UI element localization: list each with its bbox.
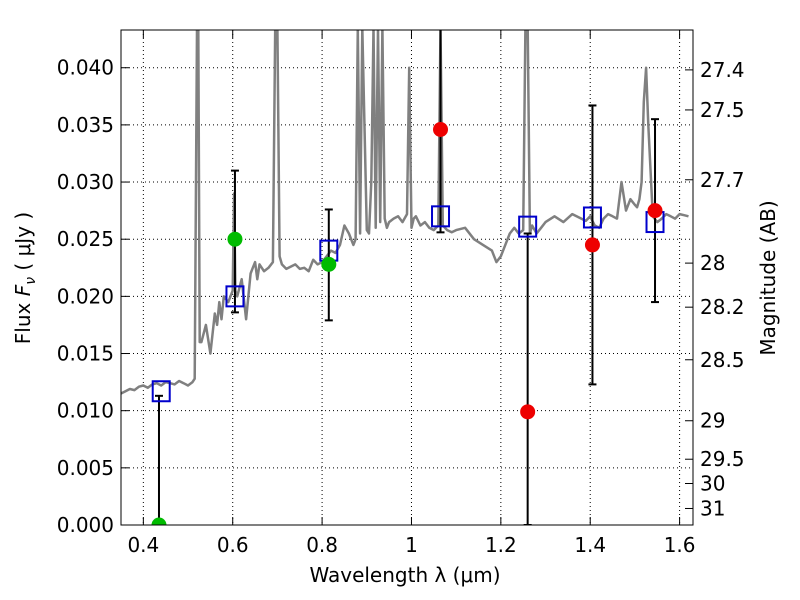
x-tick-label: 0.6 xyxy=(217,533,249,557)
magnitude-tick-label: 30 xyxy=(700,471,725,495)
magnitude-tick-label: 27.7 xyxy=(700,168,745,192)
observed-point-red xyxy=(520,404,536,420)
observed-photometry-points xyxy=(151,121,663,525)
y-tick-label: 0.035 xyxy=(57,113,114,137)
observed-point-green xyxy=(321,256,337,272)
x-tick-label: 1 xyxy=(405,533,418,557)
observed-point-red xyxy=(433,121,449,137)
x-tick-label: 1.6 xyxy=(664,533,696,557)
observed-point-red xyxy=(647,203,663,219)
model-flux-square xyxy=(225,285,245,308)
y-tick-label: 0.015 xyxy=(57,342,114,366)
y-tick-label: 0.020 xyxy=(57,284,114,308)
x-axis-ticks: 0.4 0.6 0.8 1 1.2 1.4 1.6 xyxy=(127,30,696,557)
magnitude-tick-label: 27.5 xyxy=(700,98,745,122)
y-axis-ticks: 0.000 0.005 0.010 0.015 0.020 0.025 0.030 0.035… xyxy=(57,56,129,537)
x-axis-title: Wavelength λ (μm) xyxy=(309,563,500,587)
x-tick-label: 1.4 xyxy=(574,533,606,557)
plot-frame xyxy=(120,29,694,526)
magnitude-tick-label: 31 xyxy=(700,496,725,520)
magnitude-tick-label: 28 xyxy=(700,251,725,275)
y-tick-label: 0.040 xyxy=(57,56,114,80)
y-tick-label: 0.005 xyxy=(57,456,114,480)
model-flux-square xyxy=(431,205,451,228)
model-flux-square xyxy=(582,206,602,229)
y-tick-label: 0.000 xyxy=(57,513,114,537)
magnitude-tick-label: 29 xyxy=(700,409,725,433)
magnitude-tick-label: 29.5 xyxy=(700,447,745,471)
model-flux-square xyxy=(518,215,538,238)
y-tick-label: 0.025 xyxy=(57,227,114,251)
y-tick-label: 0.030 xyxy=(57,170,114,194)
magnitude-axis-title: Magnitude (AB) xyxy=(756,200,780,355)
model-photometry-squares xyxy=(151,205,665,403)
model-flux-square xyxy=(151,380,171,403)
magnitude-tick-label: 27.4 xyxy=(700,58,745,82)
x-tick-label: 0.4 xyxy=(127,533,159,557)
y-axis-title: Flux Fν ( μJy ) xyxy=(11,212,39,344)
x-tick-label: 0.8 xyxy=(306,533,338,557)
observed-point-green xyxy=(227,231,243,247)
observed-point-green xyxy=(151,517,167,525)
x-tick-label: 1.2 xyxy=(485,533,517,557)
y-tick-label: 0.010 xyxy=(57,399,114,423)
template-spectrum-line xyxy=(121,30,689,395)
magnitude-tick-label: 28.2 xyxy=(700,295,745,319)
observed-point-red xyxy=(584,237,600,253)
magnitude-tick-label: 28.5 xyxy=(700,348,745,372)
plot-area xyxy=(121,30,689,525)
